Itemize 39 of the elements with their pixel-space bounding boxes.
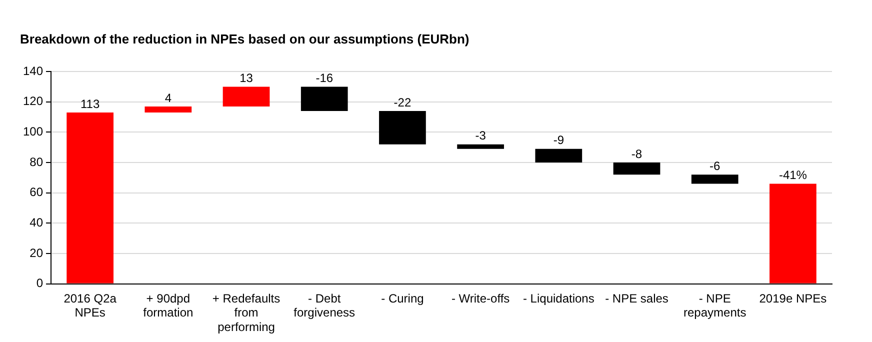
x-tick-label: 2019e NPEs xyxy=(759,291,827,306)
x-tick-label: + Redefaults from performing xyxy=(212,291,280,334)
x-tick-label: + 90dpd formation xyxy=(143,291,194,320)
y-tick-label: 20 xyxy=(30,246,44,260)
bar xyxy=(457,144,504,149)
x-tick-label: - NPE repayments xyxy=(684,291,746,320)
bar xyxy=(300,86,348,112)
y-tick-label: 40 xyxy=(30,215,44,230)
x-tick-label: - Liquidations xyxy=(522,291,594,306)
data-label: 4 xyxy=(164,90,172,105)
chart-title: Breakdown of the reduction in NPEs based on our assumptions (EURbn) xyxy=(20,31,470,46)
y-tick-label: 0 xyxy=(36,276,44,290)
data-label: -3 xyxy=(475,128,486,143)
y-tick-label: 140 xyxy=(22,64,44,78)
x-tick-label: - Curing xyxy=(381,291,424,306)
y-tick-label: 120 xyxy=(22,94,44,108)
data-label: -8 xyxy=(631,146,642,161)
data-label: -16 xyxy=(316,71,334,86)
bar xyxy=(613,162,660,175)
x-tick-label: 2016 Q2a NPEs xyxy=(64,291,117,320)
bar xyxy=(691,174,738,184)
data-label: -9 xyxy=(553,133,564,148)
annotation: -41% xyxy=(778,168,808,182)
bar xyxy=(222,86,270,106)
x-tick-label: - Debt forgiveness xyxy=(294,291,356,320)
y-tick-label: 100 xyxy=(22,124,44,139)
bar xyxy=(770,184,816,284)
x-tick-label: - Write-offs xyxy=(451,291,510,306)
data-label: 113 xyxy=(80,96,100,111)
y-tick-label: 80 xyxy=(30,154,44,169)
data-label: -6 xyxy=(710,158,721,173)
y-tick-label: 60 xyxy=(30,185,44,200)
data-label: 13 xyxy=(240,71,254,86)
bar xyxy=(379,111,426,144)
bar xyxy=(144,106,192,113)
data-label: -22 xyxy=(394,95,412,110)
bar xyxy=(66,112,114,284)
x-tick-label: - NPE sales xyxy=(605,291,668,306)
bar xyxy=(535,148,582,163)
